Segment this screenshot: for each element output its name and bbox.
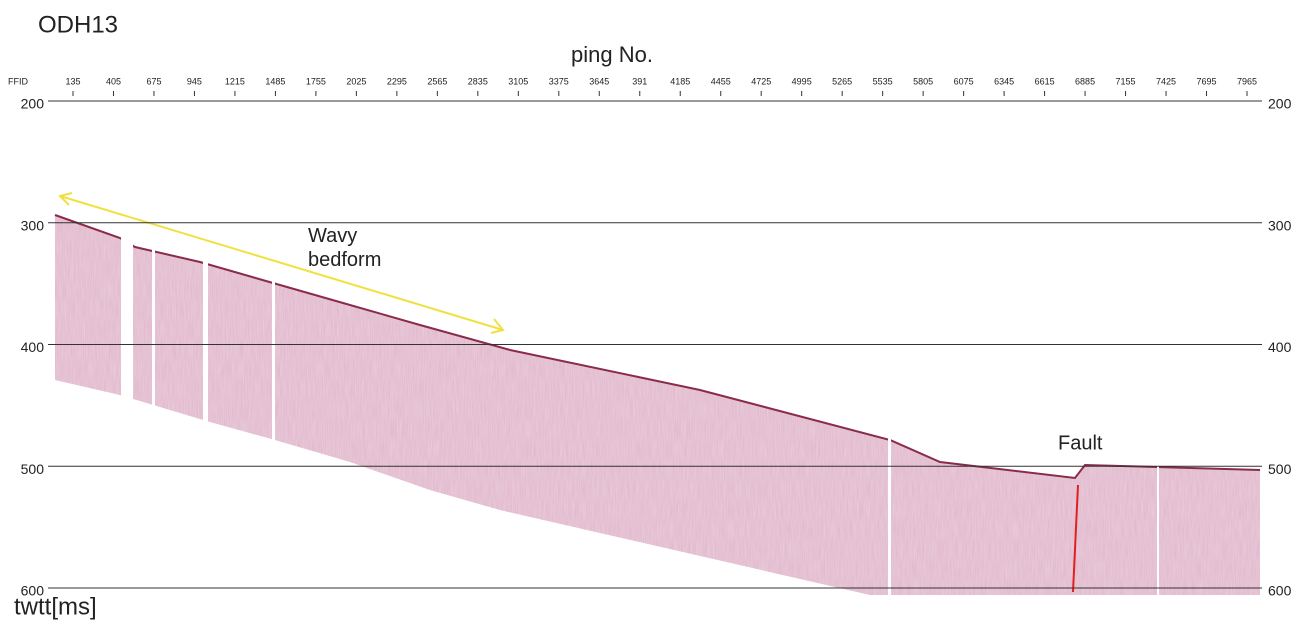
y-tick-label: 400 [21, 339, 45, 355]
x-tick-label: 7965 [1237, 76, 1257, 86]
x-tick-label: 391 [632, 76, 647, 86]
x-tick-label: 2565 [427, 76, 447, 86]
x-tick-label: 3375 [549, 76, 569, 86]
x-tick-label: 5265 [832, 76, 852, 86]
y-axis-label: twtt[ms] [14, 593, 97, 620]
y-tick-label: 300 [21, 217, 45, 233]
x-tick-label: 4185 [670, 76, 690, 86]
x-tick-label: 4455 [711, 76, 731, 86]
y-tick-label: 600 [21, 583, 45, 599]
x-tick-label: 5535 [873, 76, 893, 86]
chart-title: ODH13 [38, 11, 118, 38]
y-tick-label-right: 300 [1268, 217, 1292, 233]
x-tick-label: 1215 [225, 76, 245, 86]
y-tick-label-right: 400 [1268, 339, 1292, 355]
x-tick-label: 4995 [792, 76, 812, 86]
y-tick-label: 500 [21, 461, 45, 477]
annotation: Wavy bedform [308, 225, 381, 271]
x-tick-label: 7695 [1197, 76, 1217, 86]
x-tick-label: 6345 [994, 76, 1014, 86]
y-tick-label-right: 500 [1268, 461, 1292, 477]
y-tick-label: 200 [21, 96, 45, 112]
x-tick-label: 2835 [468, 76, 488, 86]
x-tick-label: 4725 [751, 76, 771, 86]
x-tick-label: 1485 [265, 76, 285, 86]
x-tick-label: 3645 [589, 76, 609, 86]
x-tick-label: 7155 [1116, 76, 1136, 86]
x-tick-label: 6615 [1035, 76, 1055, 86]
seismic-section [54, 192, 1261, 600]
x-tick-label: 135 [65, 76, 80, 86]
annotation: Fault [1058, 432, 1103, 454]
x-axis-name: FFID [8, 76, 28, 86]
x-tick-label: 405 [106, 76, 121, 86]
y-tick-label-right: 600 [1268, 583, 1292, 599]
x-tick-label: 1755 [306, 76, 326, 86]
x-tick-label: 2025 [346, 76, 366, 86]
x-tick-label: 6885 [1075, 76, 1095, 86]
x-tick-label: 7425 [1156, 76, 1176, 86]
x-tick-label: 3105 [508, 76, 528, 86]
x-tick-label: 675 [146, 76, 161, 86]
x-axis-label: ping No. [571, 42, 653, 67]
x-tick-label: 945 [187, 76, 202, 86]
y-tick-label-right: 200 [1268, 96, 1292, 112]
x-tick-label: 6075 [954, 76, 974, 86]
x-tick-label: 2295 [387, 76, 407, 86]
x-tick-label: 5805 [913, 76, 933, 86]
